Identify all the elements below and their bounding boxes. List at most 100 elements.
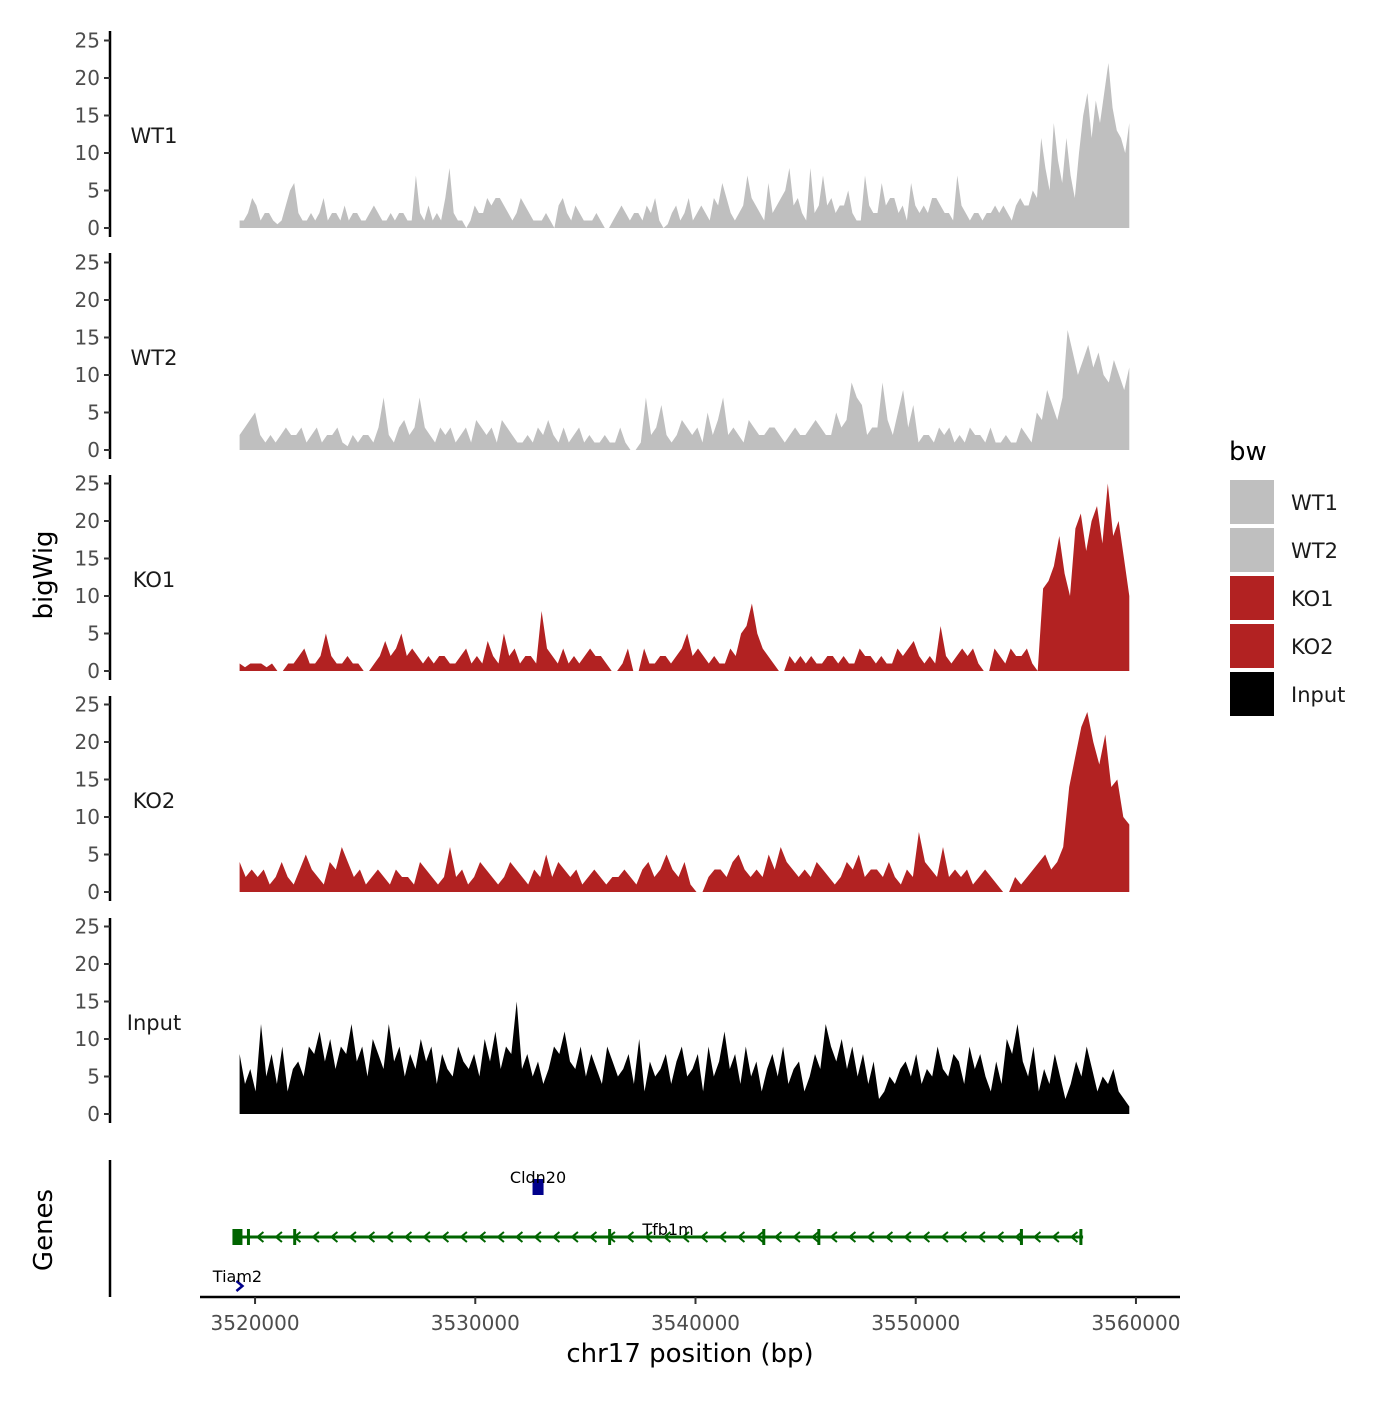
y-tick-label: 15: [75, 326, 100, 350]
strand-chevron: [514, 1231, 524, 1243]
exon: [1019, 1229, 1023, 1245]
track-label: WT2: [131, 346, 178, 370]
strand-chevron: [903, 1231, 912, 1243]
y-tick-label: 15: [75, 990, 100, 1014]
legend: bw WT1 WT2 KO1 KO2 Input: [1229, 437, 1345, 716]
y-tick-label: 0: [87, 659, 100, 683]
x-tick-label: 3520000: [211, 1311, 300, 1335]
tracks-layer: 0510152025WT10510152025WT20510152025KO10…: [75, 29, 1130, 1126]
strand-chevron: [681, 1231, 690, 1243]
x-tick-label: 3540000: [651, 1311, 740, 1335]
strand-chevron: [311, 1231, 320, 1243]
gene-label: Tfb1m: [641, 1220, 693, 1239]
gene-tiam2: Tiam2: [212, 1267, 262, 1292]
exon: [293, 1229, 297, 1245]
legend-label: KO2: [1291, 635, 1334, 659]
strand-chevron: [422, 1231, 431, 1243]
y-tick-label: 10: [75, 805, 100, 829]
y-tick-label: 0: [87, 438, 100, 462]
y-tick-label: 5: [87, 179, 100, 203]
y-tick-label: 5: [87, 1065, 100, 1089]
strand-chevron: [829, 1231, 838, 1243]
track-label: KO2: [133, 789, 176, 813]
strand-chevron: [792, 1231, 801, 1243]
strand-chevron: [551, 1231, 561, 1243]
strand-chevron: [1032, 1231, 1042, 1243]
area-ko2: [239, 712, 1130, 892]
track-label: WT1: [131, 124, 178, 148]
area-input: [239, 1001, 1130, 1114]
legend-swatch: [1230, 480, 1274, 524]
strand-chevron: [921, 1231, 931, 1243]
strand-chevron: [459, 1231, 468, 1243]
strand-chevron: [403, 1231, 413, 1243]
y-tick-label: 20: [75, 288, 100, 312]
y-tick-label: 15: [75, 768, 100, 792]
y-tick-label: 0: [87, 880, 100, 904]
y-axis-title: bigWig: [29, 530, 59, 619]
area-wt1: [239, 63, 1130, 228]
y-tick-label: 25: [75, 251, 100, 275]
legend-label: KO1: [1291, 587, 1334, 611]
track-label: KO1: [133, 568, 176, 592]
track-ko1: 0 5 10 15 20 25 KO1: [75, 472, 1130, 683]
area-ko1: [239, 483, 1130, 671]
exon: [817, 1229, 821, 1245]
strand-chevron: [588, 1231, 598, 1243]
y-tick-label: 5: [87, 843, 100, 867]
y-tick-label: 10: [75, 1027, 100, 1051]
legend-swatch: [1230, 576, 1274, 620]
strand-chevron: [625, 1231, 635, 1243]
strand-chevron: [995, 1231, 1005, 1243]
legend-label: WT2: [1291, 539, 1338, 563]
gene-label: Tiam2: [212, 1267, 262, 1286]
strand-chevron: [866, 1231, 875, 1243]
x-tick-label: 3550000: [871, 1311, 960, 1335]
x-tick-label: 3530000: [431, 1311, 520, 1335]
strand-chevron: [274, 1231, 283, 1243]
strand-chevron: [718, 1231, 727, 1243]
y-tick-label: 25: [75, 29, 100, 53]
legend-swatch: [1230, 528, 1274, 572]
strand-chevron: [884, 1231, 894, 1243]
strand-chevron: [773, 1231, 783, 1243]
genes-panel-title: Genes: [29, 1189, 59, 1271]
x-axis: 3520000 3530000 3540000 3550000 3560000: [200, 1295, 1180, 1335]
track-wt2: 0 5 10 15 20 25 WT2: [75, 251, 1130, 462]
gene-tfb1m: Tfb1m: [232, 1220, 1084, 1245]
y-tick-label: 5: [87, 401, 100, 425]
y-tick-label: 0: [87, 1102, 100, 1126]
y-tick-label: 5: [87, 622, 100, 646]
exon: [232, 1229, 243, 1245]
y-tick-label: 20: [75, 730, 100, 754]
y-tick-label: 10: [75, 584, 100, 608]
legend-label: Input: [1291, 683, 1345, 707]
track-wt1: 0 5 10 15 20 25 WT1: [75, 29, 1130, 240]
strand-chevron: [1069, 1231, 1079, 1243]
strand-chevron: [235, 1280, 245, 1292]
strand-chevron: [255, 1231, 265, 1243]
y-tick-label: 10: [75, 363, 100, 387]
gene-body: [532, 1179, 544, 1195]
strand-chevron: [1051, 1231, 1060, 1243]
track-label: Input: [127, 1011, 181, 1035]
gene-cldn20: Cldn20: [510, 1168, 566, 1195]
track-ko2: 0 5 10 15 20 25 KO2: [75, 693, 1130, 904]
strand-chevron: [329, 1231, 339, 1243]
strand-chevron: [440, 1231, 450, 1243]
x-tick-label: 3560000: [1091, 1311, 1180, 1335]
strand-chevron: [662, 1231, 672, 1243]
x-axis-title: chr17 position (bp): [566, 1339, 813, 1369]
strand-chevron: [348, 1231, 357, 1243]
strand-chevron: [736, 1231, 746, 1243]
exon: [608, 1229, 612, 1245]
y-tick-label: 20: [75, 952, 100, 976]
strand-chevron: [755, 1231, 764, 1243]
y-tick-label: 20: [75, 66, 100, 90]
gene-label: Cldn20: [510, 1168, 566, 1187]
area-wt2: [239, 330, 1130, 450]
exon: [246, 1229, 250, 1245]
strand-chevron: [699, 1231, 709, 1243]
strand-chevron: [977, 1231, 986, 1243]
